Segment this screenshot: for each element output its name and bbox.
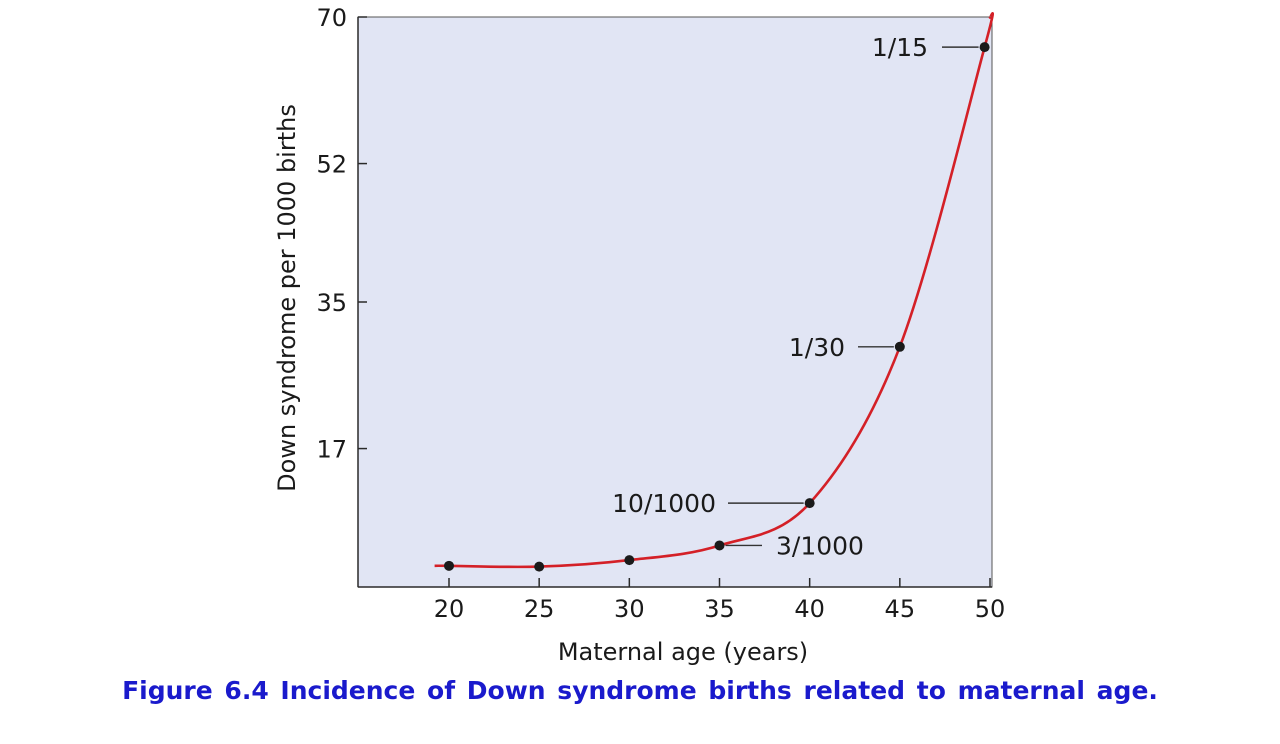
line-chart: 20 25 30 35 40 45 50 17 35 52 70 1/15 1/30 10/1000 3/… [273,4,1005,666]
figure-caption: Figure 6.4 Incidence of Down syndrome bi… [122,676,1158,705]
x-tick-label: 50 [975,595,1006,623]
x-tick-label: 20 [434,595,465,623]
data-point [624,555,635,566]
data-point [444,560,454,571]
data-point [894,341,905,352]
y-tick-label: 52 [316,151,347,179]
data-point [714,540,725,551]
annotation-label: 1/30 [789,333,845,362]
y-tick-label: 35 [316,289,347,317]
x-tick-label: 45 [885,595,916,623]
series-line [434,12,995,569]
data-point [534,561,545,572]
x-tick-label: 30 [614,595,645,623]
y-tick-label: 17 [316,436,347,464]
y-axis-label: Down syndrome per 1000 births [273,104,301,492]
plot-area [357,16,993,588]
annotation-label: 3/1000 [776,531,864,560]
tick-group: 20 25 30 35 40 45 50 17 35 52 70 [316,4,1005,623]
annotation-label: 1/15 [872,33,928,62]
x-tick-label: 25 [524,595,555,623]
annotation-group: 1/15 1/30 10/1000 3/1000 [612,33,979,560]
data-point [979,42,990,53]
x-axis-label: Maternal age (years) [558,638,808,666]
x-tick-label: 35 [704,595,735,623]
data-point [804,498,815,509]
data-points [444,42,990,572]
annotation-label: 10/1000 [612,489,716,518]
y-tick-label: 70 [316,4,347,32]
x-tick-label: 40 [794,595,825,623]
